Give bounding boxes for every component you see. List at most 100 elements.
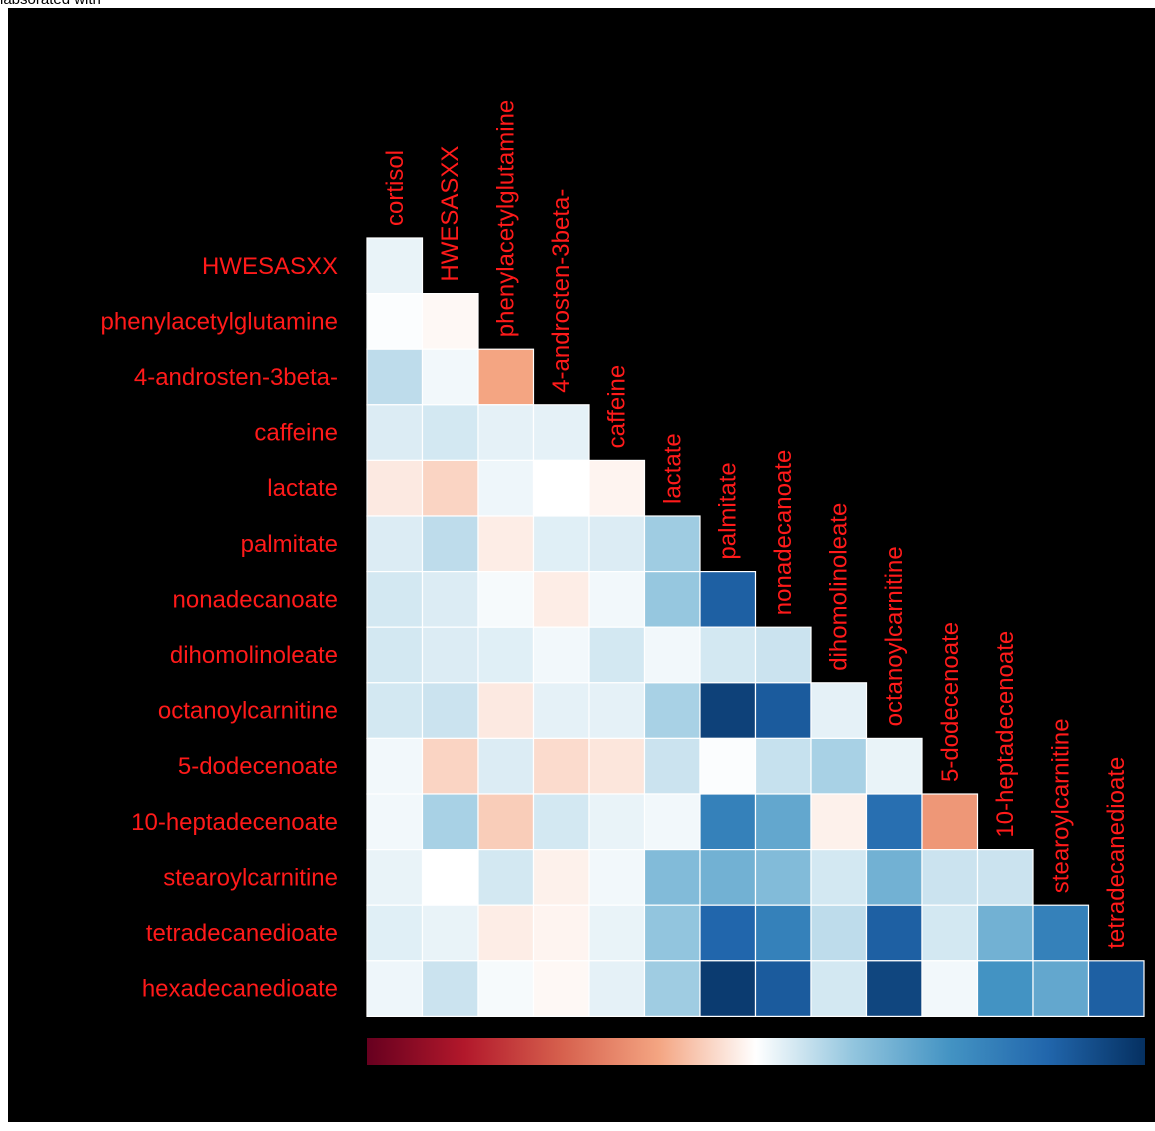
heatmap-cell-tetradecanedioate-nonadecanoate <box>754 904 812 962</box>
column-label-tetradecanedioate: tetradecanedioate <box>1103 757 1130 949</box>
correlation-heatmap: HWESASXX phenylacetylglutamine 4-androsten… <box>101 100 1145 1065</box>
heatmap-cell-10-heptadecenoate-hwesasxx <box>421 793 479 851</box>
row-label-5-dodecenoate: 5-dodecenoate <box>178 753 338 780</box>
heatmap-cell-nonadecanoate-caffeine <box>588 570 646 628</box>
heatmap-cell-5-dodecenoate-caffeine <box>588 737 646 795</box>
column-label-phenylacetylglutamine: phenylacetylglutamine <box>493 100 520 337</box>
heatmap-cell-5-dodecenoate-octanoylcarnitine <box>865 737 923 795</box>
heatmap-cell-10-heptadecenoate-4-androsten-3beta <box>532 793 590 851</box>
column-label-palmitate: palmitate <box>715 462 742 559</box>
column-label-10-heptadecenoate: 10-heptadecenoate <box>992 631 1019 838</box>
heatmap-cell-hexadecanedioate-5-dodecenoate <box>921 960 979 1017</box>
heatmap-cell-stearoylcarnitine-dihomolinoleate <box>810 848 868 906</box>
column-label-lactate: lactate <box>659 433 686 504</box>
heatmap-cell-octanoylcarnitine-4-androsten-3beta <box>532 682 590 739</box>
heatmap-cell-lactate-caffeine <box>588 459 646 517</box>
heatmap-panel: HWESASXX phenylacetylglutamine 4-androsten… <box>8 8 1155 1122</box>
row-label-tetradecanedioate: tetradecanedioate <box>146 920 338 947</box>
heatmap-cell-10-heptadecenoate-caffeine <box>588 793 646 851</box>
heatmap-cell-dihomolinoleate-palmitate <box>699 626 757 684</box>
heatmap-cell-tetradecanedioate-hwesasxx <box>421 904 479 962</box>
heatmap-cell-lactate-hwesasxx <box>421 459 479 517</box>
column-label-octanoylcarnitine: octanoylcarnitine <box>881 546 908 726</box>
heatmap-cell-10-heptadecenoate-nonadecanoate <box>754 793 812 851</box>
row-label-phenylacetylglutamine: phenylacetylglutamine <box>101 308 338 335</box>
heatmap-cell-stearoylcarnitine-caffeine <box>588 848 646 906</box>
heatmap-cell-octanoylcarnitine-lactate <box>643 682 701 739</box>
heatmap-cell-dihomolinoleate-phenylacetylglutamine <box>477 626 535 684</box>
heatmap-cell-hexadecanedioate-4-androsten-3beta <box>532 960 590 1017</box>
heatmap-cell-palmitate-hwesasxx <box>421 515 479 573</box>
heatmap-cell-lactate-4-androsten-3beta <box>532 459 590 517</box>
heatmap-cell-tetradecanedioate-dihomolinoleate <box>810 904 868 962</box>
heatmap-cell-lactate-phenylacetylglutamine <box>477 459 535 517</box>
heatmap-cell-nonadecanoate-4-androsten-3beta <box>532 570 590 628</box>
heatmap-cell-tetradecanedioate-phenylacetylglutamine <box>477 904 535 962</box>
column-label-dihomolinoleate: dihomolinoleate <box>826 503 853 671</box>
heatmap-cell-palmitate-caffeine <box>588 515 646 573</box>
heatmap-cell-phenylacetylglutamine-hwesasxx <box>421 293 479 350</box>
row-label-palmitate: palmitate <box>241 531 338 558</box>
heatmap-cell-octanoylcarnitine-phenylacetylglutamine <box>477 682 535 739</box>
heatmap-cell-dihomolinoleate-hwesasxx <box>421 626 479 684</box>
heatmap-cell-octanoylcarnitine-dihomolinoleate <box>810 682 868 739</box>
heatmap-cell-4-androsten-3beta-cortisol <box>366 348 424 406</box>
heatmap-cell-stearoylcarnitine-cortisol <box>366 848 424 906</box>
heatmap-cell-5-dodecenoate-4-androsten-3beta <box>532 737 590 795</box>
heatmap-cell-5-dodecenoate-nonadecanoate <box>754 737 812 795</box>
row-labels: HWESASXX phenylacetylglutamine 4-androsten… <box>101 253 338 1003</box>
heatmap-cell-nonadecanoate-hwesasxx <box>421 570 479 628</box>
heatmap-cell-10-heptadecenoate-phenylacetylglutamine <box>477 793 535 851</box>
heatmap-cell-stearoylcarnitine-nonadecanoate <box>754 848 812 906</box>
heatmap-cell-5-dodecenoate-palmitate <box>699 737 757 795</box>
heatmap-cell-10-heptadecenoate-cortisol <box>366 793 424 851</box>
heatmap-cell-caffeine-cortisol <box>366 404 424 461</box>
heatmap-cell-tetradecanedioate-caffeine <box>588 904 646 962</box>
row-label-hwesasxx: HWESASXX <box>202 253 338 280</box>
heatmap-cell-dihomolinoleate-cortisol <box>366 626 424 684</box>
column-label-4-androsten-3beta: 4-androsten-3beta- <box>548 189 575 393</box>
row-label-10-heptadecenoate: 10-heptadecenoate <box>131 809 338 836</box>
heatmap-cell-stearoylcarnitine-palmitate <box>699 848 757 906</box>
heatmap-cell-hexadecanedioate-tetradecanedioate <box>1087 960 1145 1017</box>
heatmap-cell-stearoylcarnitine-hwesasxx <box>421 848 479 906</box>
column-label-stearoylcarnitine: stearoylcarnitine <box>1048 718 1075 893</box>
column-label-cortisol: cortisol <box>382 150 409 226</box>
heatmap-cell-stearoylcarnitine-phenylacetylglutamine <box>477 848 535 906</box>
heatmap-cell-hexadecanedioate-palmitate <box>699 960 757 1017</box>
heatmap-cell-phenylacetylglutamine-cortisol <box>366 293 424 350</box>
heatmap-cell-tetradecanedioate-10-heptadecenoate <box>976 904 1034 962</box>
heatmap-cell-tetradecanedioate-stearoylcarnitine <box>1032 904 1090 962</box>
heatmap-cell-stearoylcarnitine-5-dodecenoate <box>921 848 979 906</box>
heatmap-cell-dihomolinoleate-4-androsten-3beta <box>532 626 590 684</box>
heatmap-cell-octanoylcarnitine-cortisol <box>366 682 424 739</box>
heatmap-cell-lactate-cortisol <box>366 459 424 517</box>
heatmap-cell-tetradecanedioate-5-dodecenoate <box>921 904 979 962</box>
heatmap-cell-stearoylcarnitine-lactate <box>643 848 701 906</box>
row-label-caffeine: caffeine <box>254 420 338 447</box>
row-label-dihomolinoleate: dihomolinoleate <box>170 642 338 669</box>
heatmap-cell-tetradecanedioate-lactate <box>643 904 701 962</box>
heatmap-cells <box>366 237 1145 1017</box>
heatmap-cell-10-heptadecenoate-dihomolinoleate <box>810 793 868 851</box>
column-label-5-dodecenoate: 5-dodecenoate <box>937 622 964 782</box>
heatmap-cell-caffeine-phenylacetylglutamine <box>477 404 535 461</box>
column-label-nonadecanoate: nonadecanoate <box>770 450 797 616</box>
heatmap-cell-stearoylcarnitine-octanoylcarnitine <box>865 848 923 906</box>
column-label-caffeine: caffeine <box>604 365 631 449</box>
heatmap-cell-nonadecanoate-cortisol <box>366 570 424 628</box>
heatmap-cell-10-heptadecenoate-5-dodecenoate <box>921 793 979 851</box>
heatmap-cell-5-dodecenoate-dihomolinoleate <box>810 737 868 795</box>
heatmap-cell-hexadecanedioate-dihomolinoleate <box>810 960 868 1017</box>
heatmap-cell-hexadecanedioate-nonadecanoate <box>754 960 812 1017</box>
top-text-fragment: labsorated with <box>0 0 101 8</box>
heatmap-cell-nonadecanoate-phenylacetylglutamine <box>477 570 535 628</box>
heatmap-cell-caffeine-hwesasxx <box>421 404 479 461</box>
heatmap-cell-stearoylcarnitine-10-heptadecenoate <box>976 848 1034 906</box>
heatmap-cell-5-dodecenoate-hwesasxx <box>421 737 479 795</box>
heatmap-cell-10-heptadecenoate-palmitate <box>699 793 757 851</box>
row-label-nonadecanoate: nonadecanoate <box>173 586 339 613</box>
heatmap-cell-4-androsten-3beta-hwesasxx <box>421 348 479 406</box>
heatmap-cell-hexadecanedioate-octanoylcarnitine <box>865 960 923 1017</box>
heatmap-cell-tetradecanedioate-palmitate <box>699 904 757 962</box>
